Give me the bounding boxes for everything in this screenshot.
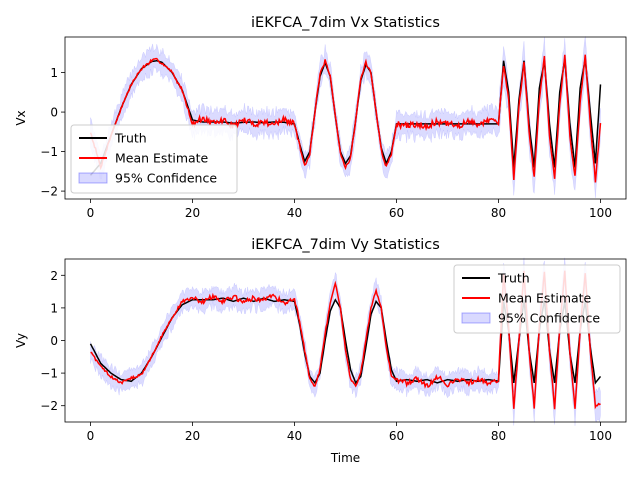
y-tick-label: −1: [40, 145, 58, 159]
x-tick-label: 60: [389, 429, 404, 443]
legend-label: Mean Estimate: [115, 151, 209, 166]
legend-box: [453, 264, 621, 334]
legend: Truth Mean Estimate 95% Confidence: [453, 264, 621, 334]
vy-panel: 0 20 40 60 80 100 −2 −1 0 1 2 iEKFCA_7dim Vy Statis…: [14, 237, 627, 465]
legend-box: [70, 124, 238, 194]
x-tick-label: 20: [185, 206, 200, 220]
x-axis-label: Time: [330, 451, 360, 465]
legend-label: 95% Confidence: [115, 171, 217, 186]
legend: Truth Mean Estimate 95% Confidence: [70, 124, 238, 194]
x-tick-label: 40: [287, 429, 302, 443]
legend-swatch: [461, 312, 491, 324]
legend-label: 95% Confidence: [498, 311, 600, 326]
legend-swatch: [78, 172, 108, 184]
x-tick-label: 100: [589, 429, 612, 443]
mean-estimate-line: [89, 54, 602, 183]
x-tick-label: 80: [491, 206, 506, 220]
x-tick-label: 100: [589, 206, 612, 220]
y-axis-label: Vx: [14, 110, 28, 125]
x-tick-label: 80: [491, 429, 506, 443]
legend-label: Truth: [497, 271, 530, 286]
vx-panel: 0 20 40 60 80 100 −2 −1 0 1 iEKFCA_7dim Vx Statist…: [14, 15, 627, 220]
y-tick-label: 0: [50, 106, 58, 120]
y-tick-label: −2: [40, 185, 58, 199]
chart-title: iEKFCA_7dim Vx Statistics: [251, 15, 440, 31]
axes-frame: [64, 36, 627, 200]
y-tick-label: 0: [50, 334, 58, 348]
x-tick-label: 0: [87, 429, 95, 443]
y-tick-label: −1: [40, 367, 58, 381]
x-tick-label: 60: [389, 206, 404, 220]
y-tick-label: 1: [50, 66, 58, 80]
mean-estimate-line: [90, 270, 601, 410]
y-tick-label: 2: [50, 269, 58, 283]
y-tick-label: 1: [50, 301, 58, 315]
legend-label: Mean Estimate: [498, 291, 592, 306]
y-tick-label: −2: [40, 399, 58, 413]
legend-label: Truth: [114, 131, 147, 146]
x-tick-label: 20: [185, 429, 200, 443]
x-tick-label: 40: [287, 206, 302, 220]
x-tick-label: 0: [87, 206, 95, 220]
y-axis-label: Vy: [14, 333, 28, 348]
chart-title: iEKFCA_7dim Vy Statistics: [251, 237, 440, 253]
